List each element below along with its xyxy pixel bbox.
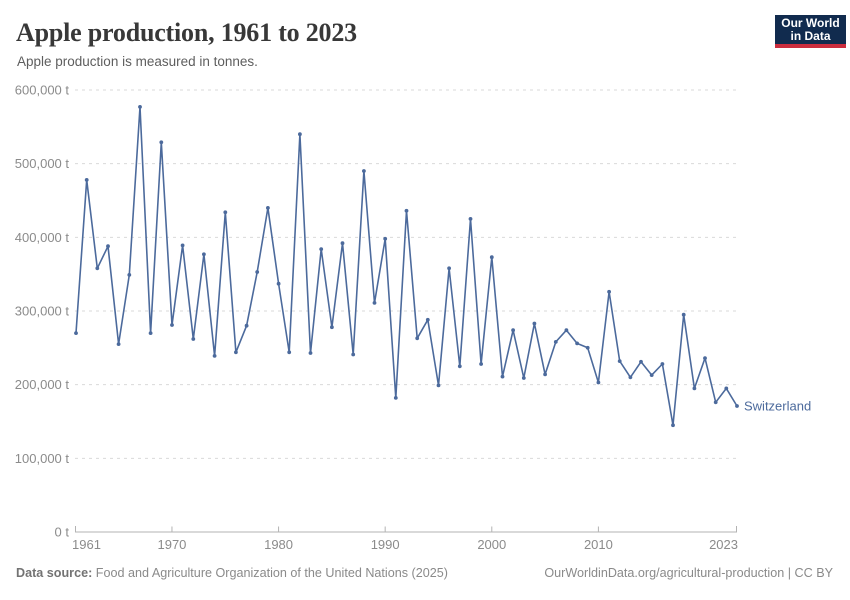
credit-link[interactable]: OurWorldinData.org/agricultural-producti… xyxy=(544,566,785,580)
data-point[interactable] xyxy=(511,328,515,333)
x-tick-label: 2023 xyxy=(709,537,738,552)
data-point[interactable] xyxy=(404,208,409,213)
data-point[interactable] xyxy=(84,178,89,182)
data-point[interactable] xyxy=(170,323,174,327)
data-point[interactable] xyxy=(138,105,142,109)
data-point[interactable] xyxy=(180,243,185,248)
data-point[interactable] xyxy=(330,325,334,330)
owid-logo-redbar xyxy=(775,44,846,48)
data-point[interactable] xyxy=(436,383,441,388)
data-point[interactable] xyxy=(255,270,260,274)
data-point[interactable] xyxy=(202,252,206,257)
data-point[interactable] xyxy=(660,362,665,366)
data-source-note: Data source: Food and Agriculture Organi… xyxy=(16,566,448,580)
y-tick-label: 300,000 t xyxy=(15,304,70,319)
data-point[interactable] xyxy=(713,400,718,405)
production-line xyxy=(75,106,738,427)
page-title: Apple production, 1961 to 2023 xyxy=(16,18,357,47)
data-point[interactable] xyxy=(585,345,590,350)
y-tick-label: 200,000 t xyxy=(15,377,70,392)
credit-note: OurWorldinData.org/agricultural-producti… xyxy=(544,566,833,580)
data-point[interactable] xyxy=(596,380,601,385)
x-tick-label: 1980 xyxy=(264,537,293,552)
data-point[interactable] xyxy=(724,386,729,391)
data-point[interactable] xyxy=(383,236,388,241)
owid-logo-box: Our World in Data xyxy=(775,15,846,44)
data-point[interactable] xyxy=(415,336,420,341)
data-point[interactable] xyxy=(159,140,164,145)
chart-subtitle: Apple production is measured in tonnes. xyxy=(17,54,258,69)
data-point[interactable] xyxy=(500,374,505,379)
data-point[interactable] xyxy=(191,337,196,341)
data-point[interactable] xyxy=(692,386,697,391)
x-tick-label: 2010 xyxy=(584,537,613,552)
data-point[interactable] xyxy=(116,342,121,346)
data-source-text: Food and Agriculture Organization of the… xyxy=(92,566,448,580)
data-point[interactable] xyxy=(671,423,675,428)
y-tick-label: 0 t xyxy=(55,525,70,540)
data-point[interactable] xyxy=(319,247,324,252)
data-point[interactable] xyxy=(425,317,430,322)
data-point[interactable] xyxy=(479,362,483,366)
data-point[interactable] xyxy=(521,376,526,380)
data-source-label: Data source: xyxy=(16,566,93,580)
data-point[interactable] xyxy=(351,352,356,357)
data-point[interactable] xyxy=(575,341,579,346)
data-point[interactable] xyxy=(447,266,451,271)
x-tick-label: 1961 xyxy=(72,537,101,552)
data-point[interactable] xyxy=(362,169,366,173)
data-point[interactable] xyxy=(468,217,473,221)
x-tick-label: 1990 xyxy=(371,537,400,552)
data-point[interactable] xyxy=(212,354,217,358)
data-point[interactable] xyxy=(127,273,132,277)
data-point[interactable] xyxy=(489,255,494,260)
data-point[interactable] xyxy=(735,404,739,408)
data-point[interactable] xyxy=(340,241,345,246)
credit-suffix: | CC BY xyxy=(784,566,833,580)
data-point[interactable] xyxy=(532,321,537,326)
owid-logo-line1: Our World xyxy=(781,15,840,30)
y-tick-label: 400,000 t xyxy=(15,230,70,245)
data-point[interactable] xyxy=(244,323,249,328)
data-point[interactable] xyxy=(393,396,398,400)
y-tick-label: 500,000 t xyxy=(15,156,70,171)
owid-logo[interactable]: Our World in Data xyxy=(775,15,846,48)
data-point[interactable] xyxy=(266,206,270,210)
data-point[interactable] xyxy=(298,132,302,137)
data-point[interactable] xyxy=(276,281,281,286)
data-point[interactable] xyxy=(372,301,377,305)
data-point[interactable] xyxy=(681,312,686,317)
data-point[interactable] xyxy=(223,210,228,215)
data-point[interactable] xyxy=(703,356,707,360)
data-point[interactable] xyxy=(649,373,654,377)
data-point[interactable] xyxy=(457,364,462,369)
data-point[interactable] xyxy=(564,328,569,333)
data-point[interactable] xyxy=(74,331,78,335)
y-tick-label: 600,000 t xyxy=(15,83,70,98)
data-point[interactable] xyxy=(106,244,110,249)
data-point[interactable] xyxy=(607,289,611,294)
data-point[interactable] xyxy=(639,359,643,364)
data-point[interactable] xyxy=(628,375,633,380)
data-point[interactable] xyxy=(95,266,100,271)
data-point[interactable] xyxy=(287,350,292,355)
data-point[interactable] xyxy=(234,350,238,355)
data-point[interactable] xyxy=(617,359,622,363)
x-tick-label: 1970 xyxy=(157,537,186,552)
x-tick-label: 2000 xyxy=(477,537,506,552)
data-point[interactable] xyxy=(308,351,313,355)
data-point[interactable] xyxy=(148,331,153,335)
series-end-label[interactable]: Switzerland xyxy=(744,399,811,414)
owid-logo-line2: in Data xyxy=(790,28,831,43)
y-tick-label: 100,000 t xyxy=(15,451,70,466)
data-point[interactable] xyxy=(553,340,558,344)
data-point[interactable] xyxy=(543,372,547,377)
